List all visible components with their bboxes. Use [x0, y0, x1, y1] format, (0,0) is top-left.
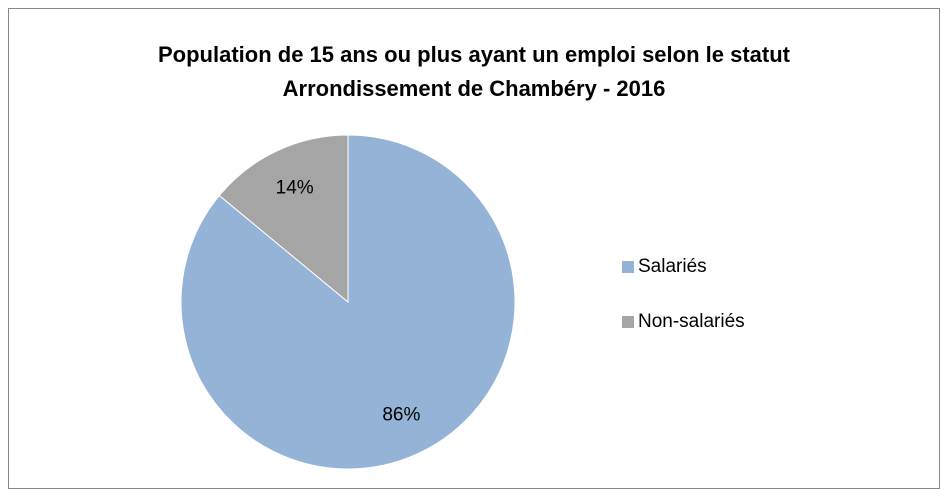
chart-subtitle: Arrondissement de Chambéry - 2016 [283, 76, 666, 101]
pie-slice [218, 134, 349, 304]
data-label: 14% [276, 178, 314, 199]
chart-title: Population de 15 ans ou plus ayant un em… [158, 42, 791, 67]
legend-swatch [622, 261, 634, 273]
legend-swatch [622, 316, 634, 328]
data-label: 86% [382, 404, 420, 425]
legend-label: Salariés [638, 256, 707, 277]
legend-label: Non-salariés [638, 311, 745, 332]
